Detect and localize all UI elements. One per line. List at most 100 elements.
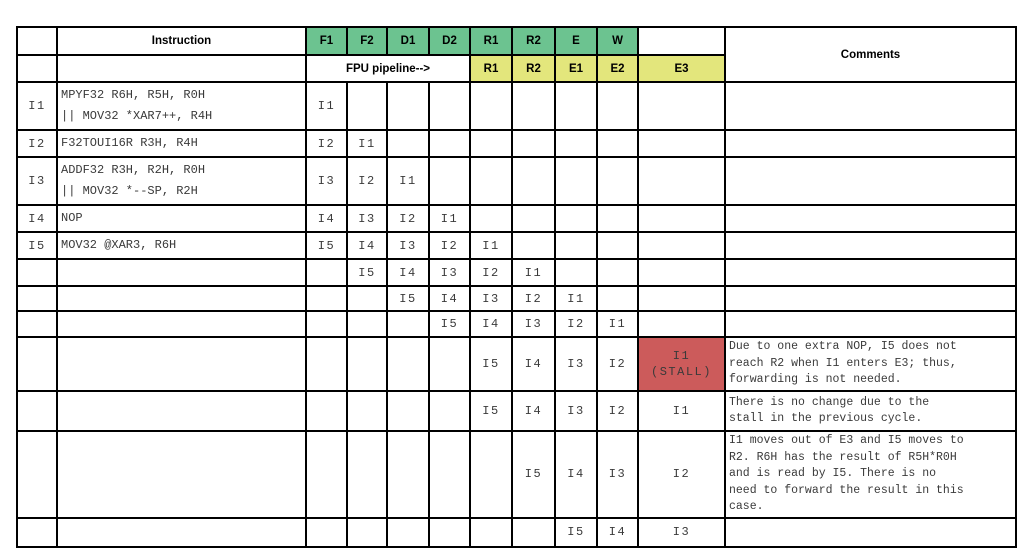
instruction-cell: MPYF32 R6H, R5H, R0H || MOV32 *XAR7++, R… [56, 81, 307, 131]
stage-cell [428, 81, 471, 131]
stage-cell [428, 336, 471, 392]
stage-cell [637, 156, 726, 206]
stage-cell: I5 [469, 336, 513, 392]
comment-cell: There is no change due to the stall in t… [724, 390, 1017, 432]
stage-cell: I2 [637, 430, 726, 519]
comment-cell [724, 81, 1017, 131]
stage-cell: I2 [511, 285, 556, 312]
comment-cell: I1 moves out of E3 and I5 moves to R2. R… [724, 430, 1017, 519]
stage-cell [469, 129, 513, 158]
subcol-header-e2: E2 [596, 54, 639, 83]
stage-cell [554, 129, 598, 158]
row-label [16, 390, 58, 432]
stage-cell: I4 [305, 204, 348, 233]
blank-cell [16, 54, 58, 83]
e3-header-blank-cell [637, 26, 726, 56]
stage-cell: I2 [596, 390, 639, 432]
stage-cell: I3 [596, 430, 639, 519]
fpu-pipeline-label: FPU pipeline--> [305, 54, 471, 83]
stage-cell: I1 [511, 258, 556, 287]
stage-cell: I1 [469, 231, 513, 260]
stage-cell: I3 [554, 336, 598, 392]
stage-cell [305, 430, 348, 519]
stage-cell [428, 430, 471, 519]
stage-cell: I2 [554, 310, 598, 338]
instruction-cell: NOP [56, 204, 307, 233]
stage-cell [637, 129, 726, 158]
stage-cell: I5 [386, 285, 430, 312]
row-label: I1 [16, 81, 58, 131]
stage-cell: I3 [511, 310, 556, 338]
row-label: I4 [16, 204, 58, 233]
stage-cell [596, 129, 639, 158]
stage-cell: I2 [346, 156, 388, 206]
stall-cell: I1 (STALL) [637, 336, 726, 392]
stage-cell: I4 [386, 258, 430, 287]
stage-cell [554, 81, 598, 131]
stage-cell: I3 [346, 204, 388, 233]
header-row-substages: FPU pipeline--> R1 R2 E1 E2 E3 [16, 54, 1016, 83]
row-label [16, 310, 58, 338]
pipeline-row: I5 I4 I3 I2 I1 [16, 258, 1017, 287]
comments-column-header: Comments [724, 26, 1017, 83]
stage-cell [554, 258, 598, 287]
col-header-w: W [596, 26, 639, 56]
pipeline-row: I4 NOP I4 I3 I2 I1 [16, 204, 1017, 233]
instruction-cell [56, 285, 307, 312]
instruction-cell [56, 336, 307, 392]
instruction-cell: ADDF32 R3H, R2H, R0H || MOV32 *--SP, R2H [56, 156, 307, 206]
comment-cell: Due to one extra NOP, I5 does not reach … [724, 336, 1017, 392]
instruction-cell: MOV32 @XAR3, R6H [56, 231, 307, 260]
comment-cell [724, 310, 1017, 338]
stage-cell [554, 231, 598, 260]
stage-cell: I5 [428, 310, 471, 338]
pipeline-row: I5 I4 I3 I2 I1 [16, 310, 1017, 338]
stage-cell [386, 129, 430, 158]
stage-cell [469, 204, 513, 233]
stage-cell: I5 [554, 516, 598, 548]
comment-cell [724, 516, 1017, 548]
comment-cell [724, 204, 1017, 233]
stage-cell [637, 204, 726, 233]
col-header-r2: R2 [511, 26, 556, 56]
row-label [16, 258, 58, 287]
col-header-e: E [554, 26, 598, 56]
subcol-header-r1: R1 [469, 54, 513, 83]
stage-cell [596, 258, 639, 287]
stage-cell: I1 [637, 390, 726, 432]
stage-cell: I5 [469, 390, 513, 432]
stage-cell: I4 [469, 310, 513, 338]
comment-cell [724, 285, 1017, 312]
stage-cell [596, 204, 639, 233]
stage-cell: I2 [596, 336, 639, 392]
stage-cell [637, 81, 726, 131]
comment-cell [724, 231, 1017, 260]
stage-cell: I4 [428, 285, 471, 312]
stage-cell [428, 156, 471, 206]
comment-cell [724, 129, 1017, 158]
instruction-cell [56, 390, 307, 432]
stage-cell [596, 156, 639, 206]
stage-cell [346, 390, 388, 432]
instruction-cell [56, 516, 307, 548]
pipeline-row: I5 I4 I3 [16, 516, 1017, 548]
stage-cell [305, 310, 348, 338]
stage-cell [596, 231, 639, 260]
header-row-stages: Instruction F1 F2 D1 D2 R1 R2 E W Commen… [16, 26, 1017, 83]
stage-cell [469, 81, 513, 131]
stage-cell [511, 156, 556, 206]
stage-cell [637, 231, 726, 260]
stage-cell: I3 [305, 156, 348, 206]
stage-cell [428, 129, 471, 158]
stage-cell: I5 [305, 231, 348, 260]
stage-cell [554, 204, 598, 233]
stage-cell: I1 [346, 129, 388, 158]
stage-cell: I3 [637, 516, 726, 548]
stage-cell: I2 [428, 231, 471, 260]
stage-cell: I4 [511, 390, 556, 432]
stage-cell [386, 516, 430, 548]
stage-cell [511, 129, 556, 158]
pipeline-row: I1 MPYF32 R6H, R5H, R0H || MOV32 *XAR7++… [16, 81, 1017, 131]
stage-cell [596, 81, 639, 131]
stage-cell [469, 156, 513, 206]
